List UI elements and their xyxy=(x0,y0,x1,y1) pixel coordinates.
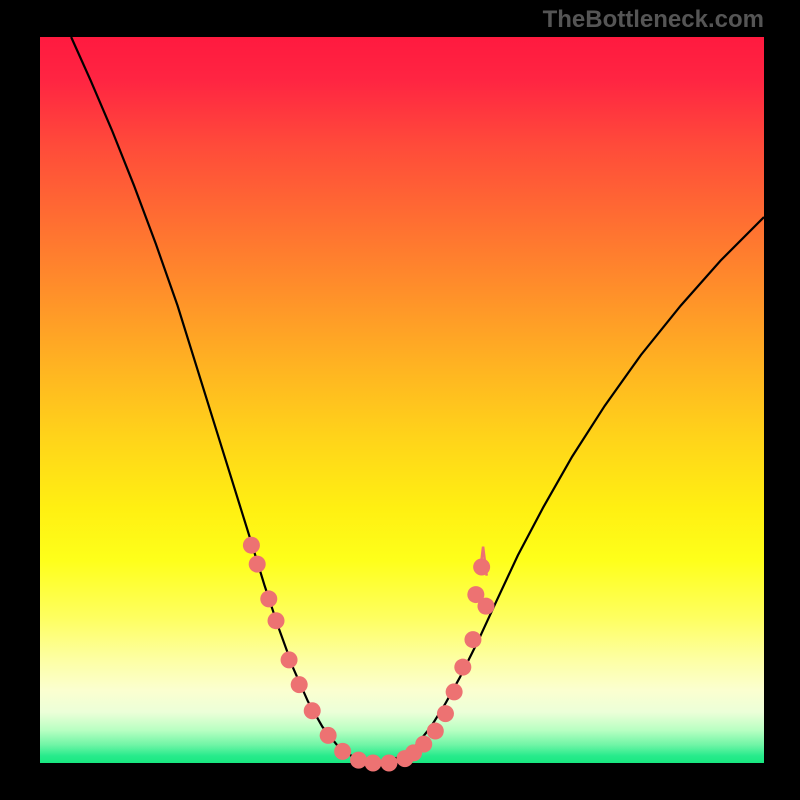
data-point xyxy=(291,676,308,693)
gradient-background xyxy=(40,37,764,763)
data-point xyxy=(464,631,481,648)
data-point xyxy=(437,705,454,722)
data-point xyxy=(243,537,260,554)
data-point xyxy=(415,736,432,753)
data-point xyxy=(260,590,277,607)
data-point xyxy=(467,586,484,603)
data-point xyxy=(320,727,337,744)
data-point xyxy=(249,556,266,573)
data-point xyxy=(365,755,382,772)
watermark-text: TheBottleneck.com xyxy=(543,6,764,34)
data-point xyxy=(334,743,351,760)
data-point xyxy=(350,752,367,769)
data-point xyxy=(380,755,397,772)
data-point xyxy=(473,558,490,575)
data-point xyxy=(304,702,321,719)
data-point xyxy=(446,683,463,700)
data-point xyxy=(281,651,298,668)
data-point xyxy=(427,723,444,740)
plot-svg xyxy=(0,0,800,800)
data-point xyxy=(268,612,285,629)
data-point xyxy=(454,659,471,676)
